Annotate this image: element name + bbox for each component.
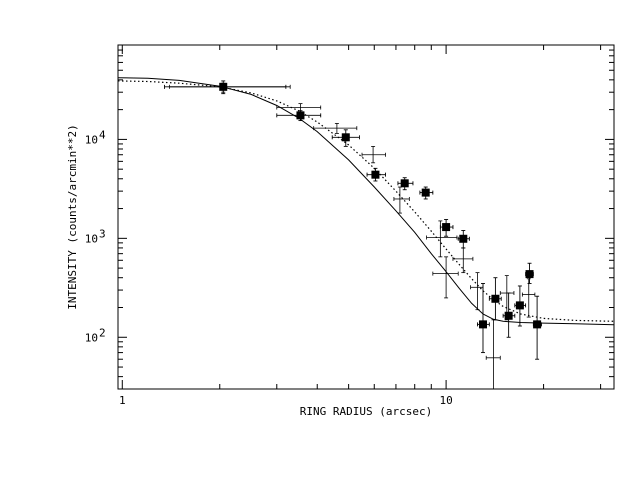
y-tick-label-exponent: 2	[99, 326, 106, 339]
solid-model-curve	[117, 77, 615, 326]
data-point-square	[459, 234, 468, 243]
y-tick-label-exponent: 4	[99, 128, 106, 141]
data-point-square	[341, 133, 350, 142]
y-tick-label: 10	[85, 232, 98, 245]
data-point-square	[219, 82, 228, 91]
y-tick-label: 10	[85, 331, 98, 344]
data-point-square	[533, 320, 542, 329]
data-point-square	[504, 311, 513, 320]
data-point-square	[400, 179, 409, 188]
plot-frame	[117, 44, 615, 390]
data-point-square	[525, 270, 534, 279]
error-bars	[164, 80, 542, 390]
model-curves	[117, 77, 615, 326]
x-tick-label: 1	[119, 394, 126, 407]
data-point-square	[421, 188, 430, 197]
data-point-square	[478, 320, 487, 329]
data-point-square	[371, 170, 380, 179]
dotted-model-curve	[117, 80, 615, 322]
data-point-square	[296, 111, 305, 120]
data-point-square	[491, 294, 500, 303]
axis-ticks	[118, 44, 614, 390]
y-axis-label: INTENSITY (counts/arcmin**2)	[66, 124, 79, 309]
y-tick-label-exponent: 3	[99, 227, 106, 240]
y-tick-label: 10	[85, 133, 98, 146]
data-markers	[219, 82, 542, 329]
x-axis-label: RING RADIUS (arcsec)	[300, 405, 432, 418]
x-tick-labels: 1 10	[119, 394, 453, 407]
x-tick-label: 10	[439, 394, 452, 407]
data-point-square	[442, 223, 451, 232]
data-point-square	[515, 301, 524, 310]
